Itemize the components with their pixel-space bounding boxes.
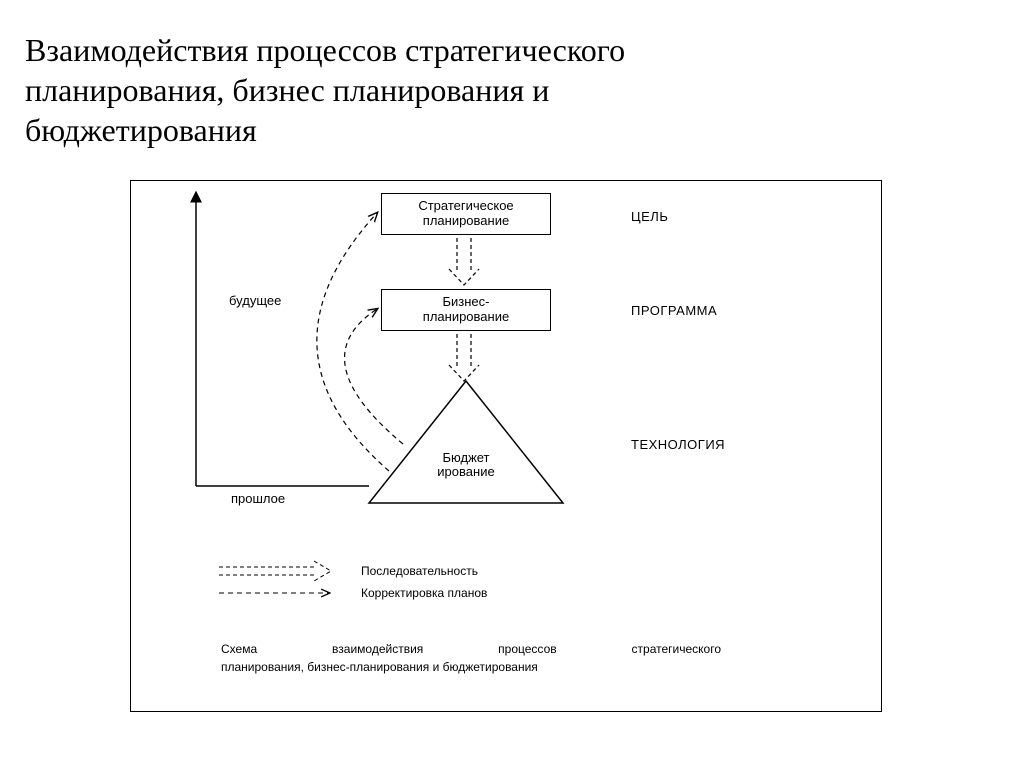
time-label-future: будущее	[229, 293, 281, 308]
page-title: Взаимодействия процессов стратегического…	[25, 30, 785, 150]
diagram-frame: Стратегическое планирование Бизнес- план…	[130, 180, 882, 712]
caption-line2: планирования, бизнес-планирования и бюдж…	[221, 659, 721, 676]
budget-triangle	[369, 381, 563, 503]
budgeting-label: Бюджет ирование	[406, 451, 526, 480]
right-label-technology: ТЕХНОЛОГИЯ	[631, 437, 725, 452]
sequence-arrow-1	[449, 238, 479, 285]
right-label-goal: ЦЕЛЬ	[631, 209, 668, 224]
business-planning-box: Бизнес- планирование	[381, 289, 551, 331]
legend-sequence-label: Последовательность	[361, 564, 478, 578]
diagram-svg	[131, 181, 881, 711]
feedback-arrow-to-strategic	[317, 213, 389, 471]
strategic-planning-box: Стратегическое планирование	[381, 193, 551, 235]
time-label-past: прошлое	[231, 491, 285, 506]
legend-feedback-label: Корректировка планов	[361, 586, 487, 600]
caption-line1: Схема взаимодействия процессов стратегич…	[221, 641, 721, 658]
sequence-arrow-2	[449, 334, 479, 381]
right-label-program: ПРОГРАММА	[631, 303, 717, 318]
legend-sequence-arrow	[219, 561, 331, 581]
